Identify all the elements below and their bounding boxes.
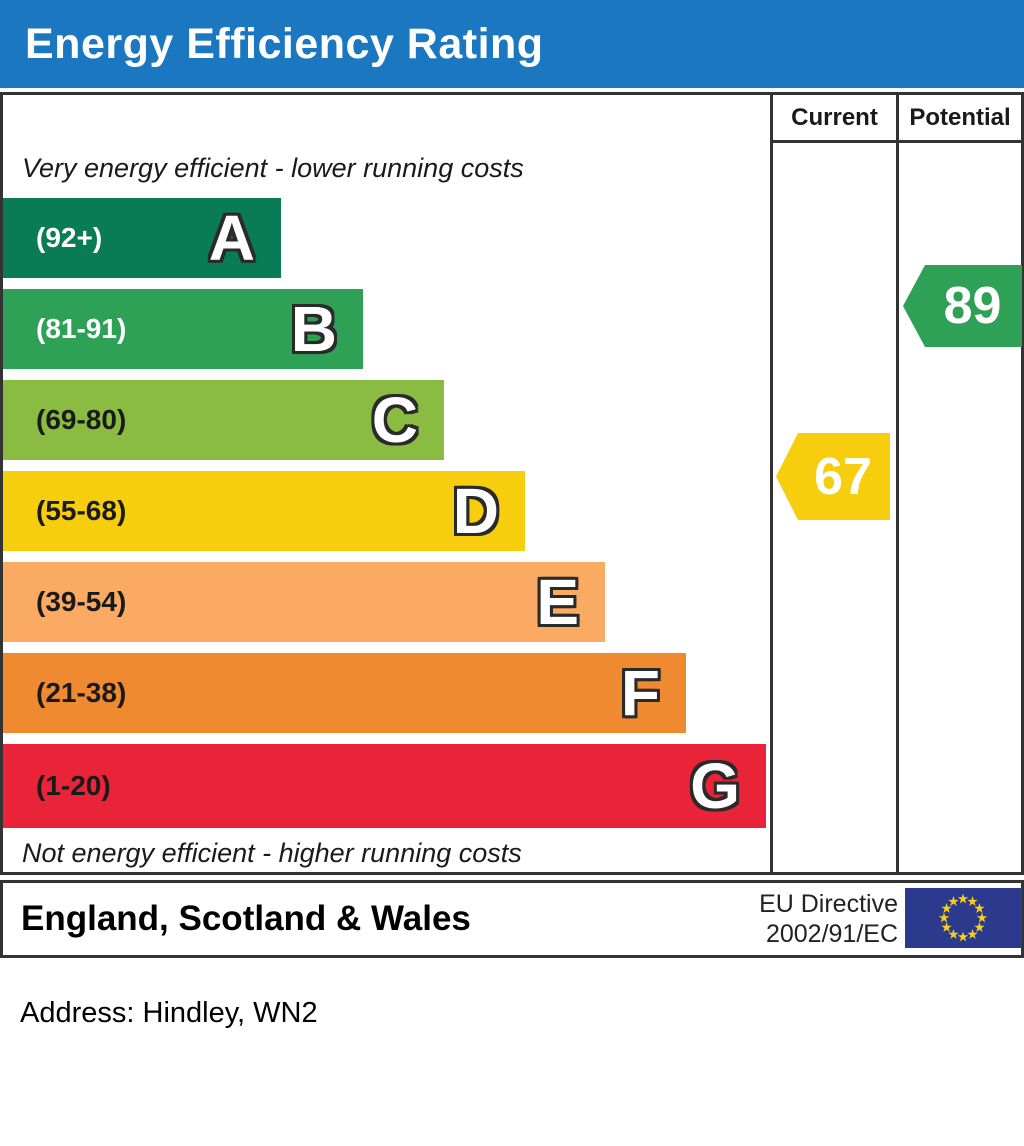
band-a-range: (92+) — [36, 222, 103, 253]
band-g-letter: G — [690, 750, 740, 822]
potential-column-header: Potential — [909, 103, 1011, 131]
band-f: (21-38) F — [3, 653, 686, 733]
column-divider-potential — [896, 92, 899, 875]
eu-directive-line2: 2002/91/EC — [765, 920, 898, 948]
eu-directive-line1: EU Directive — [759, 890, 898, 918]
current-rating-pointer: 67 — [776, 433, 890, 520]
current-column-header: Current — [791, 103, 878, 131]
column-header-underline — [770, 140, 1024, 143]
footer-strip: England, Scotland & Wales EU Directive 2… — [0, 880, 1024, 958]
band-c: (69-80) C — [3, 380, 444, 460]
band-d-range: (55-68) — [36, 495, 127, 526]
band-b-letter: B — [290, 293, 337, 365]
eu-flag-icon — [905, 888, 1022, 948]
bottom-caption: Not energy efficient - higher running co… — [22, 838, 522, 868]
region-label: England, Scotland & Wales — [21, 899, 471, 938]
potential-rating-pointer: 89 — [903, 265, 1022, 347]
band-b-range: (81-91) — [36, 313, 127, 344]
page-title: Energy Efficiency Rating — [25, 19, 544, 68]
eu-directive-label: EU Directive 2002/91/EC — [703, 889, 898, 949]
band-g-range: (1-20) — [36, 770, 111, 801]
band-c-range: (69-80) — [36, 404, 127, 435]
band-d: (55-68) D — [3, 471, 525, 551]
column-divider-current — [770, 92, 773, 875]
top-caption: Very energy efficient - lower running co… — [22, 153, 524, 183]
potential-rating-value: 89 — [943, 277, 1002, 335]
band-c-letter: C — [371, 384, 418, 456]
band-e: (39-54) E — [3, 562, 605, 642]
title-banner: Energy Efficiency Rating — [0, 0, 1024, 88]
current-rating-value: 67 — [814, 447, 872, 506]
band-f-range: (21-38) — [36, 677, 127, 708]
band-g: (1-20) G — [3, 744, 766, 828]
band-f-letter: F — [620, 657, 660, 729]
band-d-letter: D — [452, 475, 499, 547]
address-label: Address: Hindley, WN2 — [20, 997, 318, 1029]
band-e-range: (39-54) — [36, 586, 127, 617]
band-b: (81-91) B — [3, 289, 363, 369]
band-a-letter: A — [208, 202, 255, 274]
band-a: (92+) A — [3, 198, 281, 278]
band-e-letter: E — [536, 566, 579, 638]
